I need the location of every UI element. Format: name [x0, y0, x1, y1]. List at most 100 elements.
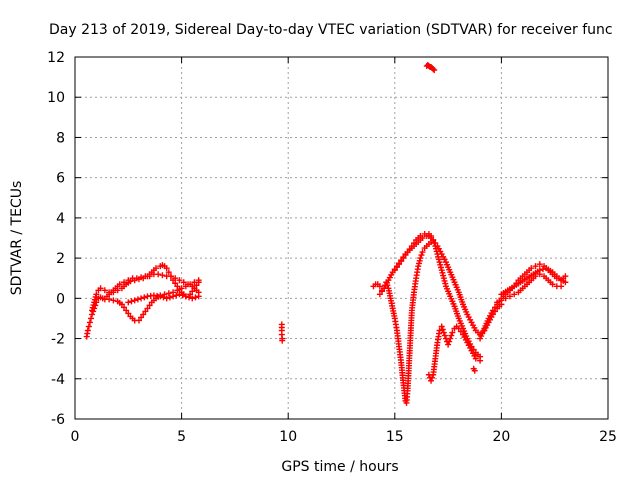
data-point [106, 296, 113, 303]
data-point-fill [179, 292, 186, 299]
data-point-fill [192, 294, 199, 301]
data-point [511, 291, 518, 298]
y-tick-label: 12 [47, 50, 65, 66]
data-point-fill [393, 264, 400, 271]
data-point [494, 299, 501, 306]
data-point-fill [448, 332, 455, 339]
data-point [445, 341, 452, 348]
data-point-fill [186, 294, 193, 301]
data-point [184, 281, 191, 288]
data-point [86, 319, 93, 326]
data-point-fill [193, 282, 200, 289]
data-point [430, 66, 437, 73]
data-point [430, 237, 437, 244]
data-point-fill [439, 326, 446, 333]
data-point [532, 263, 539, 270]
y-tick-label: -6 [51, 412, 65, 428]
data-point-fill [539, 266, 546, 273]
data-point [167, 273, 174, 280]
data-point-fill [441, 332, 448, 339]
data-point [174, 283, 181, 290]
data-point [436, 327, 443, 334]
data-point [471, 367, 478, 374]
data-point [428, 377, 435, 384]
data-point-fill [410, 240, 417, 247]
data-point [165, 269, 172, 276]
data-point [279, 337, 286, 344]
data-point [431, 67, 438, 74]
data-point [165, 290, 172, 297]
data-point [438, 323, 445, 330]
data-point [163, 295, 170, 302]
data-point [135, 317, 142, 324]
x-tick-label: 5 [177, 429, 186, 445]
data-point [536, 261, 543, 268]
data-point [502, 295, 509, 302]
data-point-fill [173, 292, 180, 299]
data-point [455, 325, 462, 332]
data-point [131, 297, 138, 304]
x-tick-label: 25 [599, 429, 617, 445]
data-point [404, 249, 411, 256]
data-point-fill [189, 288, 196, 295]
data-point [146, 273, 153, 280]
x-axis-label: GPS time / hours [281, 459, 398, 475]
data-point [155, 271, 162, 278]
data-point [87, 315, 94, 322]
data-point [180, 279, 187, 286]
data-point [421, 230, 428, 237]
data-point [408, 243, 415, 250]
data-point-fill [166, 294, 173, 301]
data-point [133, 275, 140, 282]
data-point-fill [128, 298, 135, 305]
data-point [477, 357, 484, 364]
y-tick-label: 8 [56, 130, 65, 146]
data-point [121, 279, 128, 286]
data-point-fill [492, 304, 499, 311]
y-tick-label: 4 [56, 211, 65, 227]
data-point-fill [176, 286, 183, 293]
data-point [163, 265, 170, 272]
data-point [84, 327, 91, 334]
data-points [83, 62, 569, 406]
plot-frame [74, 56, 609, 420]
data-point-fill [429, 374, 436, 381]
data-point [558, 283, 565, 290]
data-point [170, 293, 177, 300]
x-tick-label: 0 [71, 429, 80, 445]
data-point-fill [418, 252, 425, 259]
data-point [93, 291, 100, 298]
axis-ticks: 0 5 10 15 20 25 -6 -4 -2 0 2 4 6 8 10 12 [47, 50, 617, 445]
data-point [400, 255, 407, 262]
data-point [562, 273, 569, 280]
data-point-fill [457, 328, 464, 335]
data-point [161, 291, 168, 298]
data-point [157, 293, 164, 300]
data-point [123, 307, 130, 314]
chart-title: Day 213 of 2019, Sidereal Day-to-day VTE… [49, 22, 613, 38]
x-tick-label: 20 [492, 429, 510, 445]
y-tick-label: -2 [51, 332, 65, 348]
data-point [195, 293, 202, 300]
data-point [440, 329, 447, 336]
y-tick-label: 0 [56, 291, 65, 307]
data-point [376, 291, 383, 298]
data-point [138, 295, 145, 302]
data-point [528, 265, 535, 272]
data-point [549, 281, 556, 288]
data-point [536, 267, 543, 274]
data-point-fill [138, 314, 145, 321]
x-tick-label: 15 [386, 429, 404, 445]
data-point [396, 261, 403, 268]
data-point [85, 323, 92, 330]
data-point-fill [432, 240, 439, 247]
data-point [391, 267, 398, 274]
data-point [472, 355, 479, 362]
data-point-fill [141, 294, 148, 301]
data-point [140, 311, 147, 318]
data-point [176, 277, 183, 284]
data-point [159, 272, 166, 279]
data-point [101, 287, 108, 294]
data-point [116, 281, 123, 288]
data-point [153, 265, 160, 272]
